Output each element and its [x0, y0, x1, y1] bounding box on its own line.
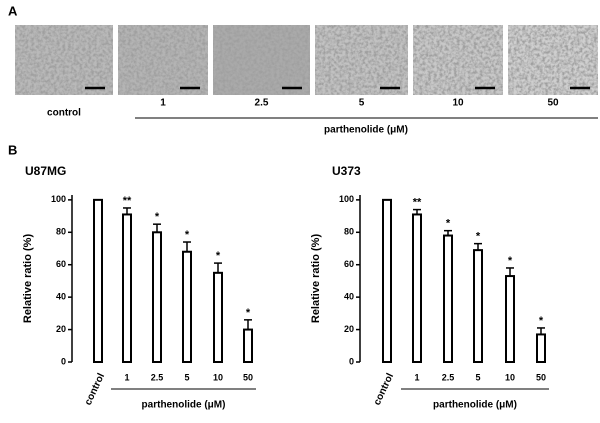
panel-label: B [8, 142, 17, 157]
x-tick-label: 50 [536, 372, 546, 382]
y-tick-label: 100 [339, 194, 354, 204]
image-label: 10 [452, 98, 464, 109]
image-label: 1 [160, 98, 166, 109]
y-tick-label: 40 [56, 292, 66, 302]
y-tick-label: 80 [56, 227, 66, 237]
micrograph [118, 25, 208, 95]
significance: ** [123, 195, 132, 207]
x-tick-label: 10 [213, 372, 223, 382]
micrograph [213, 25, 310, 95]
bar [536, 333, 546, 363]
y-tick-label: 60 [344, 259, 354, 269]
y-tick-label: 100 [51, 194, 66, 204]
significance: * [216, 250, 221, 262]
y-tick-label: 60 [56, 259, 66, 269]
y-tick-label: 0 [349, 356, 354, 366]
micrograph [315, 25, 408, 95]
bar [473, 249, 483, 364]
group-label: parthenolide (μM) [324, 125, 408, 136]
significance: * [476, 231, 481, 243]
bar [505, 275, 515, 363]
micrograph [413, 25, 503, 95]
significance: * [508, 255, 513, 267]
y-tick-label: 80 [344, 227, 354, 237]
y-tick-label: 0 [61, 356, 66, 366]
x-tick-label: 10 [505, 372, 515, 382]
significance: * [539, 315, 544, 327]
x-tick-label: 1 [414, 372, 419, 382]
bar [443, 234, 453, 363]
x-tick-label: 2.5 [442, 372, 455, 382]
y-axis-label: Relative ratio (%) [22, 234, 34, 324]
bar [382, 198, 392, 363]
chart-title: U87MG [25, 164, 66, 178]
y-tick-label: 20 [56, 324, 66, 334]
y-tick-label: 40 [344, 292, 354, 302]
bar [122, 213, 132, 363]
x-tick-label: control [83, 372, 107, 408]
bar [182, 250, 192, 363]
bar [93, 198, 103, 363]
micrograph [508, 25, 598, 95]
x-axis-label: parthenolide (μM) [433, 400, 517, 411]
y-tick-label: 20 [344, 324, 354, 334]
significance: * [185, 229, 190, 241]
significance: ** [413, 196, 422, 208]
y-axis-label: Relative ratio (%) [310, 234, 322, 324]
chart-title: U373 [332, 164, 361, 178]
image-label: 50 [547, 98, 559, 109]
significance: * [446, 218, 451, 230]
x-tick-label: 50 [243, 372, 253, 382]
x-axis-label: parthenolide (μM) [142, 400, 226, 411]
bar [243, 328, 253, 363]
bar [213, 271, 223, 364]
image-label: 2.5 [255, 98, 269, 109]
micrograph [15, 25, 113, 95]
x-tick-label: 1 [124, 372, 129, 382]
image-label: 5 [359, 98, 365, 109]
significance: * [246, 307, 251, 319]
image-label: control [47, 108, 81, 119]
x-tick-label: 5 [184, 372, 189, 382]
significance: * [155, 211, 160, 223]
x-tick-label: 2.5 [151, 372, 164, 382]
bar [152, 231, 162, 363]
x-tick-label: control [372, 372, 396, 408]
x-tick-label: 5 [475, 372, 480, 382]
panel-label: A [8, 3, 18, 18]
bar [412, 213, 422, 363]
